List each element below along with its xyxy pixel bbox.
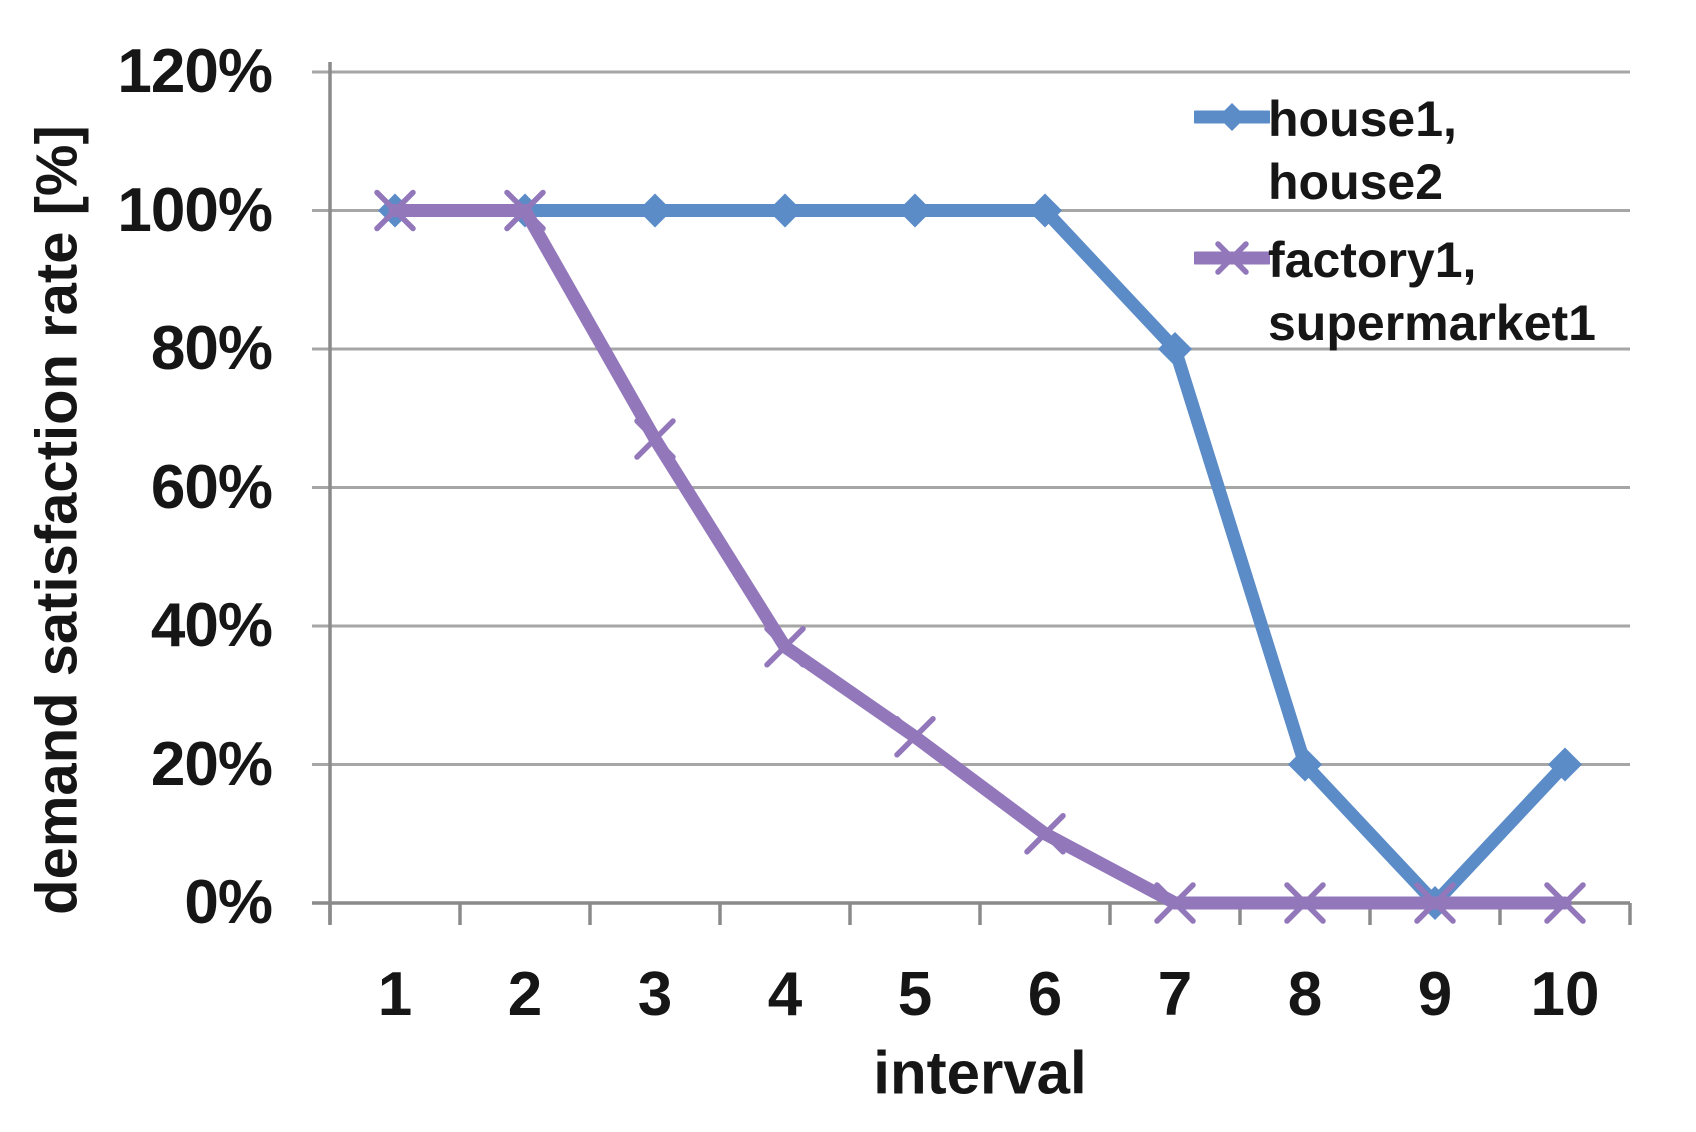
x-marker-icon [894, 716, 936, 758]
diamond-marker-icon [1288, 747, 1322, 782]
x-marker-icon [1284, 882, 1326, 924]
legend-label-line: supermarket1 [1268, 295, 1596, 351]
x-tick-label: 7 [1157, 960, 1193, 1029]
x-tick-label: 5 [897, 960, 933, 1029]
x-marker-icon [634, 418, 676, 460]
x-marker-icon [374, 189, 416, 232]
x-tick-label: 8 [1287, 960, 1323, 1029]
diamond-marker-icon [638, 193, 672, 228]
x-axis-title: interval [873, 1039, 1087, 1107]
x-tick-label: 6 [1027, 960, 1063, 1029]
series-line-1 [388, 204, 1572, 910]
diamond-marker-icon [768, 193, 802, 228]
y-tick-label: 80% [150, 314, 273, 383]
y-tick-label: 120% [117, 37, 273, 106]
x-marker-icon [504, 189, 546, 232]
diamond-marker-icon [1218, 103, 1246, 131]
x-marker-icon [1414, 882, 1456, 924]
diamond-marker-icon [898, 193, 932, 228]
legend-label-line: house1, [1268, 91, 1457, 147]
legend-label: factory1, supermarket1 [1268, 229, 1596, 355]
x-tick-label: 3 [637, 960, 673, 1029]
x-marker-icon [1154, 882, 1196, 924]
legend-label-line: house2 [1268, 154, 1444, 210]
x-tick-label: 10 [1530, 960, 1600, 1029]
series-line-0 [388, 204, 1572, 910]
legend-label: house1, house2 [1268, 88, 1457, 214]
x-tick-label: 9 [1417, 960, 1453, 1029]
legend-line-x-icon [1194, 241, 1270, 275]
diamond-marker-icon [1548, 747, 1582, 782]
y-tick-label: 100% [117, 175, 273, 245]
y-tick-label: 20% [150, 729, 273, 799]
x-marker-icon [764, 626, 806, 668]
y-tick-label: 40% [150, 591, 273, 660]
x-tick-label: 2 [507, 960, 543, 1029]
x-tick-label: 4 [767, 960, 803, 1029]
x-marker-icon [1024, 813, 1066, 855]
legend-label-line: factory1, [1268, 232, 1477, 288]
x-marker-icon [1544, 882, 1586, 924]
x-tick-label: 1 [377, 960, 413, 1029]
y-axis-title: demand satisfaction rate [%] [24, 125, 90, 915]
y-tick-label: 60% [150, 452, 273, 522]
diamond-marker-icon [1028, 193, 1062, 228]
legend-line-diamond-icon [1194, 103, 1270, 131]
diamond-marker-icon [1158, 332, 1192, 366]
y-tick-label: 0% [184, 868, 273, 937]
x-marker-icon [1215, 241, 1249, 275]
